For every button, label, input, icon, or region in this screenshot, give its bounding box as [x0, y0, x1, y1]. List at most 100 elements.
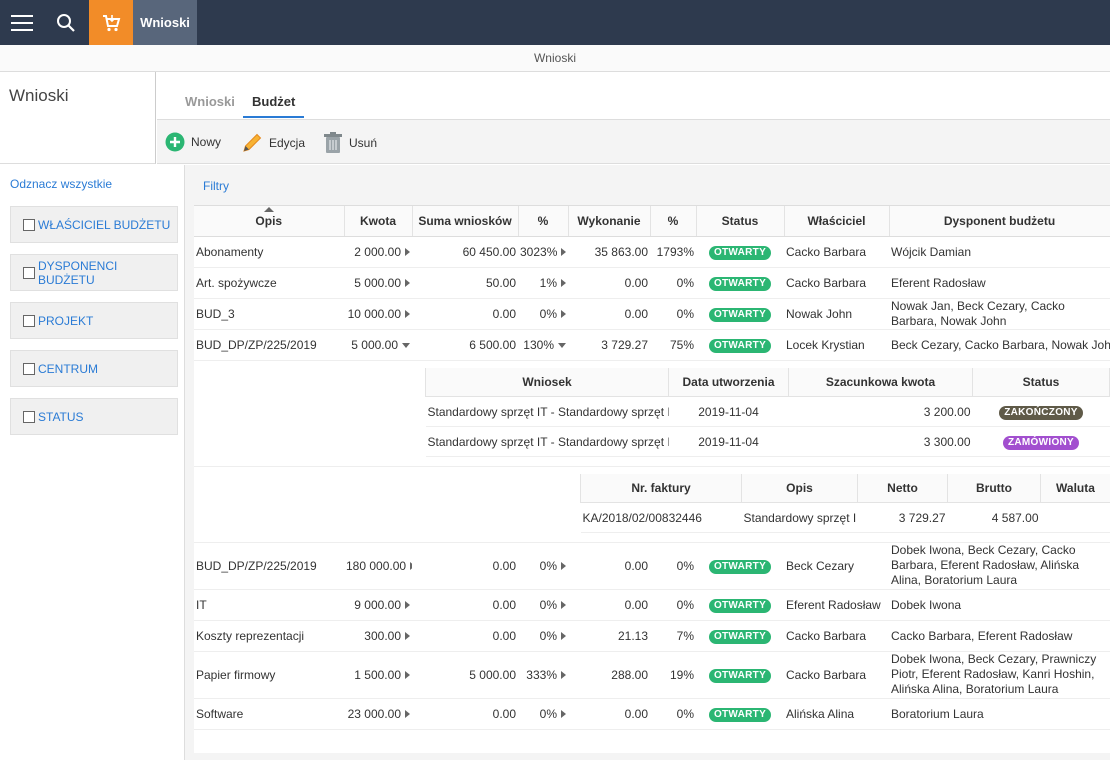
- cell-wykonanie: 3 729.27: [568, 329, 650, 361]
- menu-button[interactable]: [0, 0, 44, 45]
- collapse-arrow-icon[interactable]: [402, 342, 410, 348]
- cell-invoice-nr[interactable]: KA/2018/02/00832446: [580, 502, 742, 533]
- cell-wniosek[interactable]: Standardowy sprzęt IT - Standardowy sprz…: [425, 396, 669, 427]
- cell-kwota: 5 000.00: [344, 329, 412, 361]
- cell-status: OTWARTY: [696, 236, 784, 268]
- column-header-waluta[interactable]: Waluta: [1040, 473, 1110, 503]
- column-header-data[interactable]: Data utworzenia: [668, 367, 789, 397]
- status-badge: ZAKOŃCZONY: [999, 405, 1083, 420]
- table-row[interactable]: BUD_3 10 000.00 0.00 0% 0.00 0% OTWARTY …: [194, 298, 1110, 330]
- cell-opis: BUD_DP/ZP/225/2019: [194, 329, 344, 361]
- column-header-disposer[interactable]: Dysponent budżetu: [889, 206, 1110, 237]
- expand-arrow-icon[interactable]: [561, 562, 566, 571]
- delete-button[interactable]: Usuń: [323, 132, 377, 154]
- expand-arrow-icon[interactable]: [561, 671, 566, 680]
- expand-arrow-icon[interactable]: [561, 310, 566, 319]
- sub-invoices-row: Nr. faktury Opis Netto Brutto Waluta KA/…: [194, 466, 1110, 543]
- column-header-status[interactable]: Status: [696, 206, 785, 237]
- cell-pct2: 0%: [650, 267, 696, 299]
- table-row[interactable]: Abonamenty 2 000.00 60 450.00 3023% 35 8…: [194, 236, 1110, 268]
- column-header-pct[interactable]: %: [518, 206, 569, 237]
- table-row[interactable]: Papier firmowy 1 500.00 5 000.00 333% 28…: [194, 651, 1110, 699]
- column-header-brutto[interactable]: Brutto: [947, 473, 1041, 503]
- expand-arrow-icon[interactable]: [561, 279, 566, 288]
- tab-wnioski[interactable]: Wnioski: [185, 94, 235, 109]
- filter-project[interactable]: PROJEKT: [10, 302, 178, 339]
- cart-button[interactable]: [89, 0, 133, 45]
- filter-owner[interactable]: WŁAŚCICIEL BUDŻETU: [10, 206, 178, 243]
- cell-kwota: 23 000.00: [344, 698, 412, 730]
- table-row[interactable]: Koszty reprezentacji 300.00 0.00 0% 21.1…: [194, 620, 1110, 652]
- checkbox-icon[interactable]: [23, 218, 35, 231]
- new-button[interactable]: Nowy: [165, 132, 221, 152]
- edit-button[interactable]: Edycja: [241, 132, 305, 154]
- expand-arrow-icon[interactable]: [405, 248, 410, 257]
- column-header-suma[interactable]: Suma wniosków: [412, 206, 519, 237]
- cell-owner: Cacko Barbara: [784, 620, 889, 652]
- cell-amount: 3 300.00: [788, 426, 973, 457]
- trash-icon: [324, 132, 342, 153]
- cell-pct2: 0%: [650, 698, 696, 730]
- column-header-szac-kwota[interactable]: Szacunkowa kwota: [788, 367, 973, 397]
- expand-arrow-icon[interactable]: [561, 601, 566, 610]
- expand-arrow-icon[interactable]: [561, 248, 567, 257]
- cell-wykonanie: 0.00: [568, 542, 650, 590]
- table-row[interactable]: IT 9 000.00 0.00 0% 0.00 0% OTWARTY Efer…: [194, 589, 1110, 621]
- list-item[interactable]: KA/2018/02/00832446 Standardowy sprzęt I…: [580, 502, 1110, 533]
- search-button[interactable]: [44, 0, 88, 45]
- expand-arrow-icon[interactable]: [561, 710, 566, 719]
- checkbox-icon[interactable]: [23, 410, 35, 423]
- search-icon: [57, 13, 75, 32]
- expand-arrow-icon[interactable]: [405, 632, 410, 641]
- column-header-sub-status[interactable]: Status: [972, 367, 1110, 397]
- table-row[interactable]: Art. spożywcze 5 000.00 50.00 1% 0.00 0%…: [194, 267, 1110, 299]
- cell-wniosek[interactable]: Standardowy sprzęt IT - Standardowy sprz…: [425, 426, 669, 457]
- tab-budzet[interactable]: Budżet: [243, 94, 305, 118]
- cell-wykonanie: 21.13: [568, 620, 650, 652]
- expand-arrow-icon[interactable]: [561, 632, 566, 641]
- table-row[interactable]: Software 23 000.00 0.00 0% 0.00 0% OTWAR…: [194, 698, 1110, 730]
- column-header-wniosek[interactable]: Wniosek: [425, 367, 669, 397]
- filter-disposers[interactable]: DYSPONENCI BUDŻETU: [10, 254, 178, 291]
- list-item[interactable]: Standardowy sprzęt IT - Standardowy sprz…: [425, 426, 1110, 457]
- table-row-expanded[interactable]: BUD_DP/ZP/225/2019 5 000.00 6 500.00 130…: [194, 329, 1110, 361]
- column-header-kwota[interactable]: Kwota: [344, 206, 413, 237]
- cell-disposer: Dobek Iwona: [889, 589, 1110, 621]
- cell-suma: 0.00: [412, 620, 518, 652]
- column-header-opis[interactable]: Opis: [194, 206, 345, 237]
- app-title-tab[interactable]: Wnioski: [133, 0, 197, 45]
- column-header-owner[interactable]: Właściciel: [784, 206, 890, 237]
- expand-arrow-icon[interactable]: [405, 310, 410, 319]
- column-header-invoice-opis[interactable]: Opis: [741, 473, 858, 503]
- checkbox-icon[interactable]: [23, 362, 35, 375]
- filter-center[interactable]: CENTRUM: [10, 350, 178, 387]
- uncheck-all-link[interactable]: Odznacz wszystkie: [10, 177, 113, 191]
- collapse-arrow-icon[interactable]: [558, 342, 566, 348]
- cell-opis: IT: [194, 589, 344, 621]
- cell-kwota: 5 000.00: [344, 267, 412, 299]
- expand-arrow-icon[interactable]: [405, 710, 410, 719]
- filters-toggle[interactable]: Filtry: [203, 179, 229, 193]
- cell-wykonanie: 0.00: [568, 589, 650, 621]
- cell-disposer: Nowak Jan, Beck Cezary, Cacko Barbara, N…: [889, 298, 1110, 330]
- expand-arrow-icon[interactable]: [405, 671, 410, 680]
- filter-status[interactable]: STATUS: [10, 398, 178, 435]
- column-header-pct2[interactable]: %: [650, 206, 697, 237]
- cell-status: OTWARTY: [696, 267, 784, 299]
- table-row[interactable]: BUD_DP/ZP/225/2019 180 000.00 0.00 0% 0.…: [194, 542, 1110, 590]
- cell-owner: Eferent Radosław: [784, 589, 889, 621]
- filter-label: DYSPONENCI BUDŻETU: [37, 258, 118, 287]
- column-header-netto[interactable]: Netto: [857, 473, 948, 503]
- cell-pct2: 0%: [650, 298, 696, 330]
- cell-pct2: 19%: [650, 651, 696, 699]
- expand-arrow-icon[interactable]: [410, 562, 412, 571]
- expand-arrow-icon[interactable]: [405, 279, 410, 288]
- list-item[interactable]: Standardowy sprzęt IT - Standardowy sprz…: [425, 396, 1110, 427]
- column-header-invoice-nr[interactable]: Nr. faktury: [580, 473, 742, 503]
- cell-status: OTWARTY: [696, 298, 784, 330]
- cell-status: OTWARTY: [696, 651, 784, 699]
- checkbox-icon[interactable]: [23, 266, 35, 279]
- column-header-wykonanie[interactable]: Wykonanie: [568, 206, 651, 237]
- checkbox-icon[interactable]: [23, 314, 35, 327]
- expand-arrow-icon[interactable]: [405, 601, 410, 610]
